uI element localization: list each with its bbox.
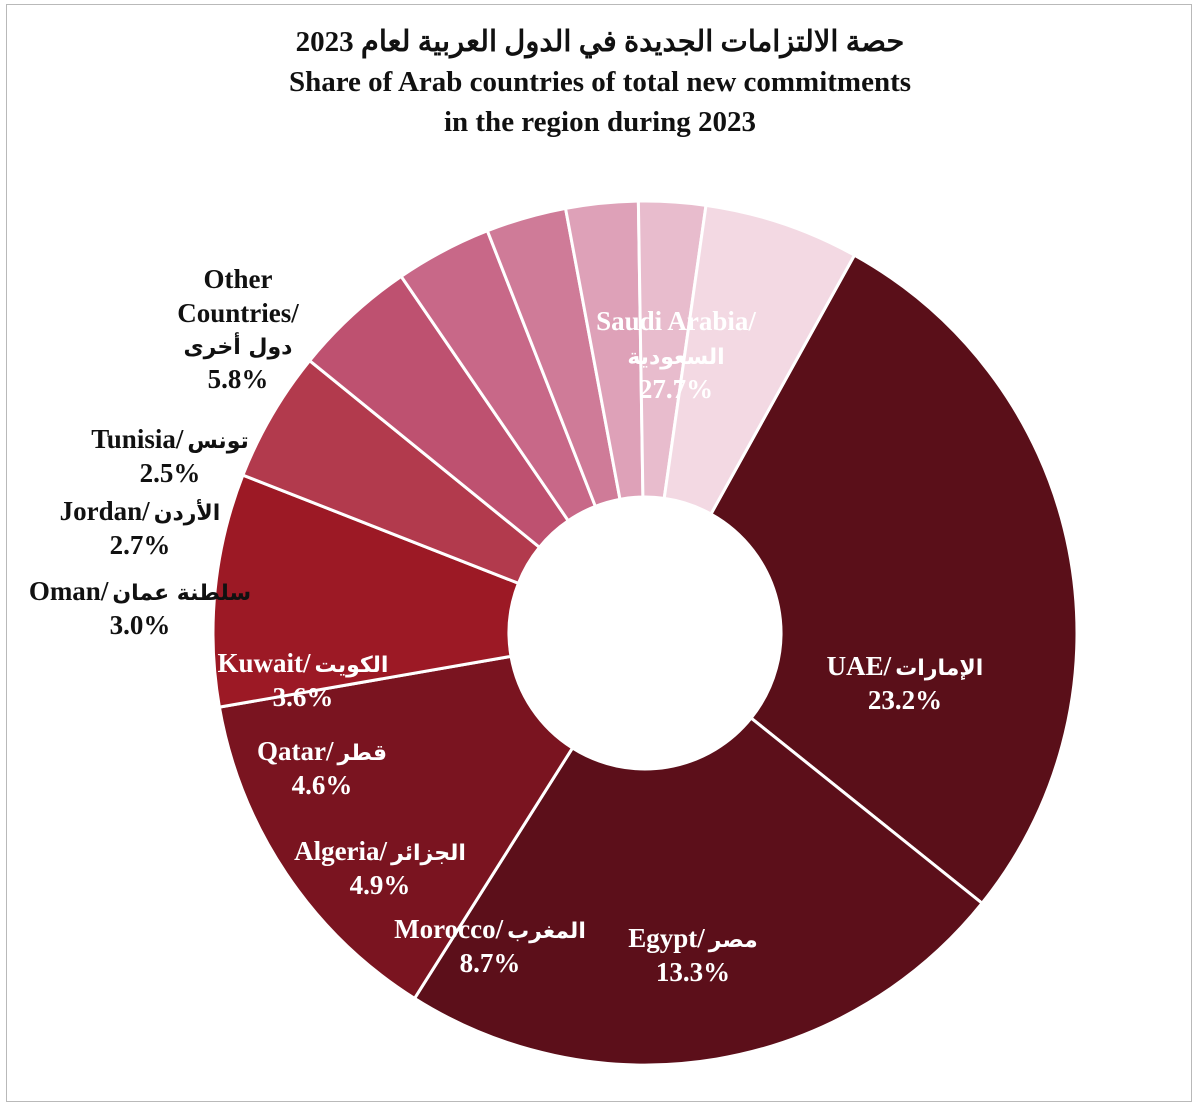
label-value: 2.5% [140,458,201,488]
label-name: Oman/سلطنة عمان [29,576,251,606]
label-name-en: Qatar/ [257,736,334,766]
label-name-ar: الجزائر [390,841,466,866]
label-value: 8.7% [460,948,521,978]
label-value: 4.6% [292,770,353,800]
label-name-en: Kuwait/ [218,648,312,678]
slice-saudi-arabia [708,253,1079,906]
label-name-en: UAE/ [827,651,892,681]
label-name-ar: دول أخرى [184,331,293,360]
label-value: 3.6% [273,682,334,712]
slice-egypt [217,654,575,1001]
label-name-en: Egypt/ [628,923,705,953]
label-name-ar: المغرب [507,919,586,944]
chart-subtitle-line2: in the region during 2023 [443,106,757,138]
chart-subtitle-line1: Share of Arab countries of total new com… [288,66,912,98]
label-qatar: Qatar/قطر 4.6% [257,736,387,800]
label-name: Jordan/الأردن [60,496,221,526]
label-name-ar: الكويت [315,653,389,678]
label-name: Qatar/قطر [257,736,387,766]
slice-uae [412,715,985,1067]
label-name-ar: مصر [708,928,758,953]
label-name-ar: السعودية [627,345,724,370]
label-oman: Oman/سلطنة عمان 3.0% [29,576,251,640]
slice-morocco [211,473,521,709]
label-name-ar: سلطنة عمان [112,581,251,606]
label-value: 27.7% [639,374,713,404]
chart-title-arabic: حصة الالتزامات الجديدة في الدول العربية … [295,26,905,58]
label-value: 2.7% [110,530,171,560]
label-name-en: Oman/ [29,576,109,606]
label-name-ar: قطر [336,741,387,766]
label-name-ar: الإمارات [895,656,983,681]
label-name-en: Jordan/ [60,496,151,526]
label-value: 23.2% [868,685,942,715]
label-tunisia: Tunisia/تونس 2.5% [91,424,249,488]
label-name-en: Saudi Arabia/ [596,306,756,336]
label-value: 5.8% [208,364,269,394]
label-egypt: Egypt/مصر 13.3% [628,923,758,987]
label-value: 4.9% [350,870,411,900]
label-name-en: Algeria/ [294,836,387,866]
label-name: Algeria/الجزائر [294,836,466,866]
label-saudi-arabia: Saudi Arabia/السعودية 27.7% [596,306,756,404]
label-value: 13.3% [656,957,730,987]
slice-other-countries [662,203,857,517]
label-other-countries: Other Countries/دول أخرى 5.8% [177,264,299,394]
label-name-ar: تونس [187,429,248,454]
label-name-en: Morocco/ [394,914,503,944]
label-name: Tunisia/تونس [91,424,249,454]
label-name: Egypt/مصر [628,923,758,953]
label-name-en-1: Other [204,264,273,294]
label-morocco: Morocco/المغرب 8.7% [394,914,586,978]
label-uae: UAE/الإمارات 23.2% [827,651,984,715]
chart-titles: حصة الالتزامات الجديدة في الدول العربية … [0,22,1200,142]
label-kuwait: Kuwait/الكويت 3.6% [218,648,389,712]
label-name: Morocco/المغرب [394,914,586,944]
label-name-en-2: Countries/ [177,298,299,328]
label-algeria: Algeria/الجزائر 4.9% [294,836,466,900]
label-value: 3.0% [110,610,171,640]
label-name: Kuwait/الكويت [218,648,389,678]
label-name-en: Tunisia/ [91,424,184,454]
label-name-ar: الأردن [154,498,221,526]
label-jordan: Jordan/الأردن 2.7% [60,496,221,560]
label-name: UAE/الإمارات [827,651,984,681]
